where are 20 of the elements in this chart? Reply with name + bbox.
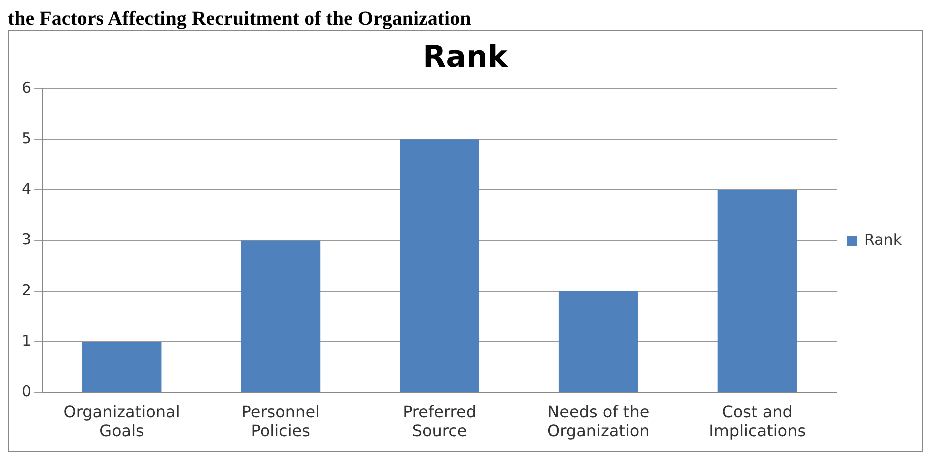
bar xyxy=(82,342,162,392)
legend-label: Rank xyxy=(864,230,902,249)
y-tick-label: 5 xyxy=(22,129,32,148)
x-tick-label: Needs of the Organization xyxy=(548,402,650,441)
chart-title: Rank xyxy=(423,40,509,75)
text: the Factors Affecting Recruitment of the Organization xyxy=(8,8,472,30)
x-tick-label: Preferred Source xyxy=(403,402,476,441)
x-tick-label: Personnel Policies xyxy=(242,402,320,441)
y-tick-label: 0 xyxy=(22,382,32,400)
y-tick-label: 2 xyxy=(22,281,32,300)
bar xyxy=(241,240,321,392)
x-tick-label: Cost and Implications xyxy=(709,402,806,441)
y-tick-label: 6 xyxy=(22,78,32,97)
x-tick-label: Organizational Goals xyxy=(64,402,180,441)
y-tick-label: 1 xyxy=(22,332,32,350)
y-tick-label: 4 xyxy=(22,180,32,198)
bar xyxy=(558,291,638,392)
bar xyxy=(718,190,798,392)
y-tick-label: 3 xyxy=(22,230,32,249)
bar xyxy=(400,140,480,392)
